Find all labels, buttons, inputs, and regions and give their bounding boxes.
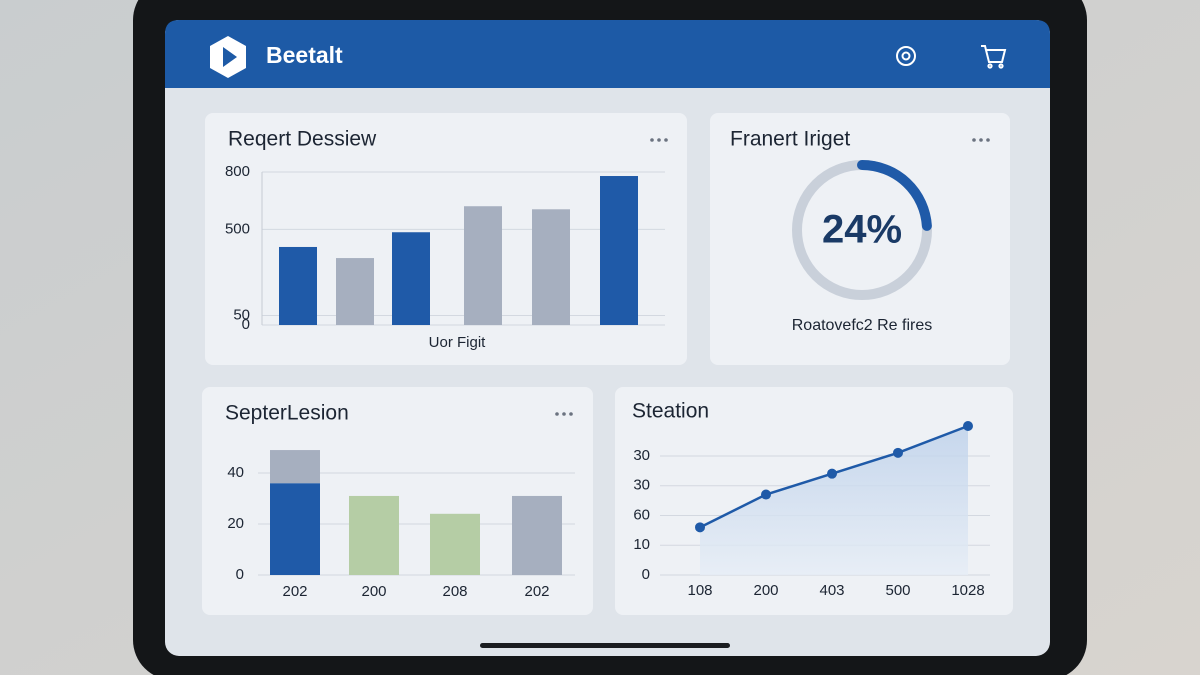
x-axis-label: Uor Figit [429,334,487,351]
y-tick-label: 500 [225,220,250,237]
bar [279,246,317,325]
bar-segment [349,495,399,575]
x-tick-label: 200 [753,582,778,599]
bar-segment [430,513,480,575]
x-tick-label: 108 [687,582,712,599]
bar [532,209,570,325]
line-point [761,489,771,500]
bar-segment [270,483,320,575]
donut-arc [857,160,932,231]
bar [600,176,638,325]
bar-segment [512,495,562,575]
card-title: Steation [632,400,709,423]
x-tick-label: 200 [361,583,386,600]
x-tick-label: 208 [442,583,467,600]
line-point [893,447,903,458]
line-point [695,522,705,533]
line-point [827,468,837,479]
y-tick-label: 0 [242,316,250,333]
donut-value: 24% [822,208,902,252]
menu-dots[interactable] [555,412,573,416]
menu-dots[interactable] [972,138,990,142]
bar-segment [270,450,320,484]
card-title: Reqert Dessiew [228,128,377,151]
y-tick-label: 60 [633,506,650,523]
card [710,113,1010,365]
y-tick-label: 20 [227,515,244,532]
x-tick-label: 202 [282,583,307,600]
x-tick-label: 1028 [951,582,984,599]
card-title: Franert Iriget [730,128,850,151]
y-tick-label: 30 [633,447,650,464]
cart-icon[interactable] [981,45,1007,69]
bar [392,232,430,325]
y-tick-label: 40 [227,464,244,481]
x-tick-label: 500 [885,582,910,599]
y-tick-label: 0 [642,566,650,583]
app-title: Beetalt [266,42,343,68]
bar [336,258,374,325]
card-title: SepterLesion [225,402,349,425]
x-tick-label: 202 [524,583,549,600]
y-tick-label: 0 [236,566,244,583]
line-point [963,421,973,431]
y-tick-label: 50 [233,306,250,323]
bar [464,206,502,325]
donut-caption: Roatovefc2 Re fires [792,317,933,334]
x-tick-label: 403 [819,582,844,599]
logo [210,36,246,78]
home-indicator [480,643,730,648]
line-area [700,426,968,575]
y-tick-label: 30 [633,477,650,494]
settings-icon[interactable] [896,46,916,66]
y-tick-label: 10 [633,536,650,553]
header-bar [165,20,1050,88]
y-tick-label: 800 [225,163,250,180]
menu-dots[interactable] [650,138,668,142]
